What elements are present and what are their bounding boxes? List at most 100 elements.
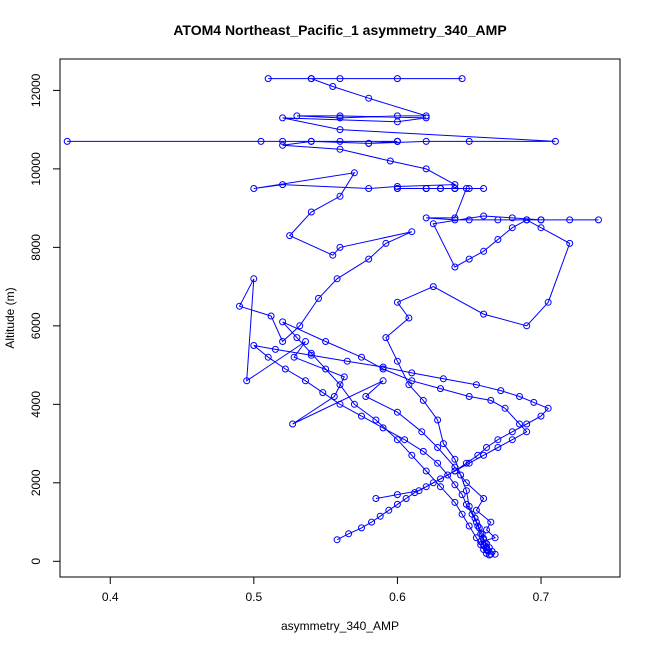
data-point xyxy=(408,451,416,459)
data-point xyxy=(350,169,358,177)
series-layer xyxy=(63,75,602,559)
data-point xyxy=(336,126,344,134)
data-point xyxy=(365,139,373,147)
data-point xyxy=(516,393,523,400)
data-point xyxy=(372,416,380,424)
data-point xyxy=(302,338,309,345)
y-tick-label: 12000 xyxy=(29,73,43,107)
data-point xyxy=(487,396,495,404)
series-4 xyxy=(250,342,552,559)
data-point xyxy=(480,212,488,220)
data-point xyxy=(537,412,545,420)
data-point xyxy=(434,459,442,467)
data-point xyxy=(422,112,430,120)
data-point xyxy=(365,185,373,192)
data-point xyxy=(250,275,258,283)
data-point xyxy=(478,530,486,538)
data-point xyxy=(451,216,459,224)
data-point xyxy=(501,404,509,412)
data-point xyxy=(451,263,459,271)
data-point xyxy=(393,75,401,83)
data-point xyxy=(336,381,344,389)
data-point xyxy=(451,498,459,506)
data-point xyxy=(439,440,447,448)
data-point xyxy=(372,495,380,502)
y-tick-label: 4000 xyxy=(29,391,43,418)
data-point xyxy=(523,420,531,428)
data-point xyxy=(465,216,473,224)
data-point xyxy=(336,114,344,122)
data-point xyxy=(480,495,488,502)
data-point xyxy=(376,512,384,520)
data-point xyxy=(271,345,279,353)
data-point xyxy=(483,444,490,451)
data-point xyxy=(451,181,459,189)
data-point xyxy=(468,510,476,518)
data-point xyxy=(393,183,401,190)
data-point xyxy=(408,369,416,377)
data-point xyxy=(530,398,538,406)
plot-frame xyxy=(59,58,621,578)
data-point xyxy=(393,436,401,444)
data-point xyxy=(429,283,437,291)
data-point xyxy=(458,75,466,83)
data-point xyxy=(393,491,401,499)
y-axis-label: Altitude (m) xyxy=(3,287,17,348)
data-point xyxy=(458,491,466,499)
data-point xyxy=(408,377,416,385)
data-point xyxy=(279,338,287,345)
data-point xyxy=(336,192,344,200)
data-point xyxy=(302,377,309,385)
data-point xyxy=(358,524,365,532)
data-point xyxy=(405,314,413,322)
data-point xyxy=(336,400,344,408)
data-point xyxy=(516,420,523,428)
x-tick-label: 0.4 xyxy=(102,590,119,604)
data-point xyxy=(508,214,516,222)
data-point xyxy=(544,298,552,306)
series-line xyxy=(67,78,556,555)
data-point xyxy=(236,302,243,310)
data-point xyxy=(537,216,545,224)
data-point xyxy=(494,216,502,224)
data-point xyxy=(566,239,574,247)
data-point xyxy=(296,322,304,330)
data-point xyxy=(483,526,490,534)
data-point xyxy=(307,349,315,357)
data-point xyxy=(480,535,488,542)
data-point xyxy=(289,420,297,428)
data-point xyxy=(279,181,287,189)
data-point xyxy=(422,185,430,192)
data-point xyxy=(483,543,490,551)
data-point xyxy=(358,353,365,361)
data-point xyxy=(429,220,437,228)
data-point xyxy=(336,243,344,251)
data-point xyxy=(422,165,430,173)
data-point xyxy=(279,137,287,145)
data-point xyxy=(419,447,427,455)
data-point xyxy=(465,255,473,263)
data-point xyxy=(329,83,337,90)
x-tick-label: 0.6 xyxy=(389,590,406,604)
data-point xyxy=(307,208,315,216)
data-point xyxy=(422,467,430,475)
data-point xyxy=(393,500,401,508)
data-point xyxy=(322,365,330,373)
data-point xyxy=(494,236,502,243)
data-point xyxy=(462,459,470,467)
y-tick-label: 8000 xyxy=(29,234,43,261)
series-line xyxy=(385,188,599,555)
data-point xyxy=(477,541,485,549)
x-axis: 0.4 0.5 0.6 0.7 xyxy=(102,577,550,604)
data-point xyxy=(491,534,499,542)
data-point xyxy=(551,137,559,145)
data-point xyxy=(329,251,337,259)
data-point xyxy=(393,137,401,145)
data-point xyxy=(293,112,301,120)
data-point xyxy=(475,524,483,532)
data-point xyxy=(386,157,394,165)
data-point xyxy=(566,216,574,224)
data-point xyxy=(307,75,315,83)
data-point xyxy=(465,522,473,530)
